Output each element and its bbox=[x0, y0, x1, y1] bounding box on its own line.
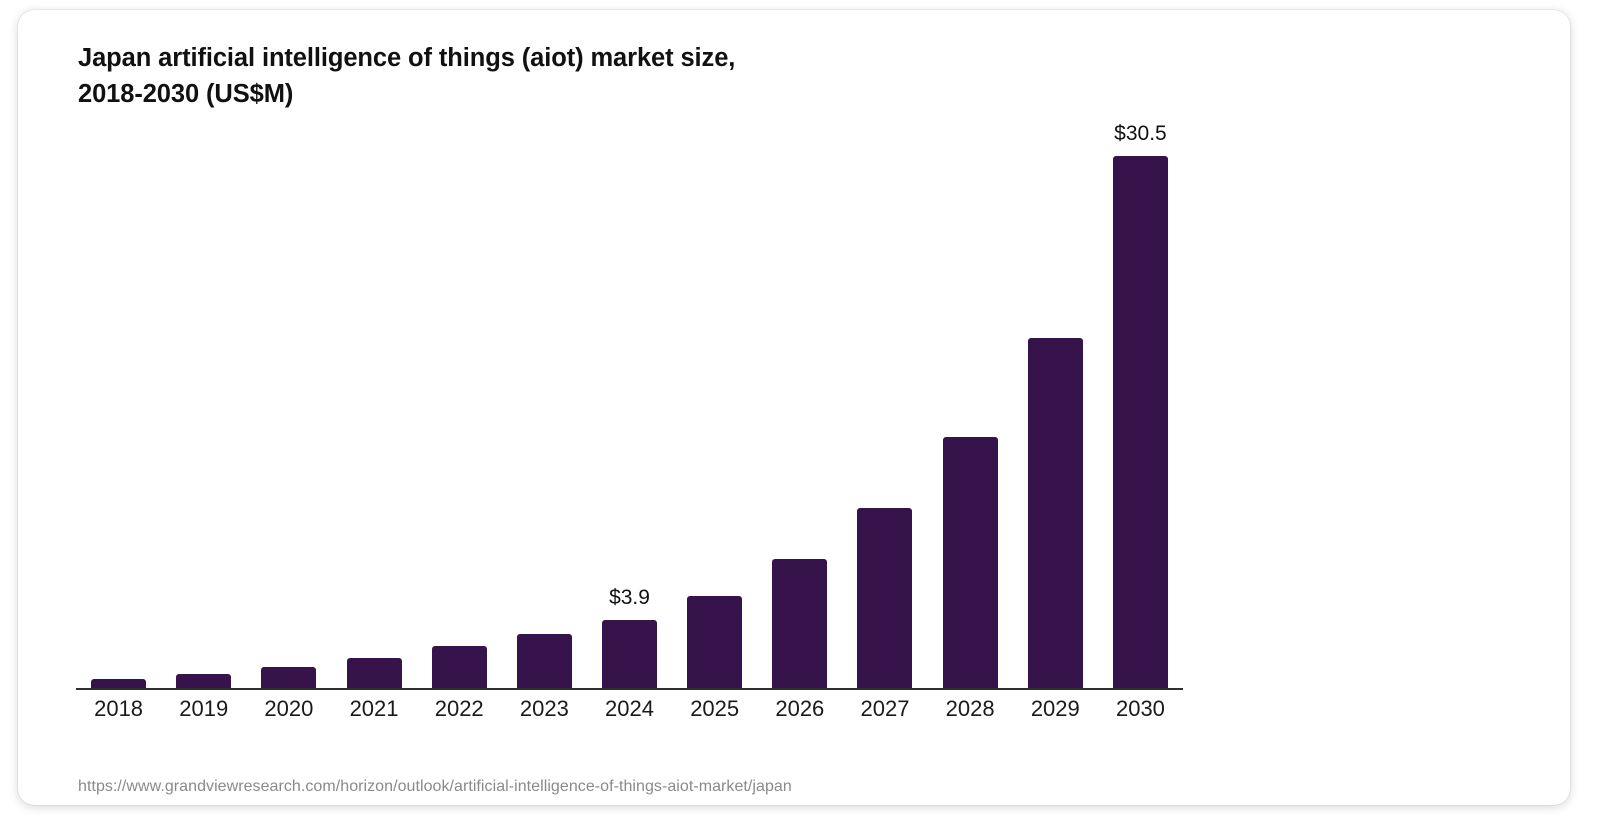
x-tick-label: 2025 bbox=[690, 696, 740, 721]
x-tick-label: 2029 bbox=[1030, 696, 1080, 721]
chart-title-line-1: Japan artificial intelligence of things … bbox=[78, 44, 736, 72]
x-tick-label: 2020 bbox=[264, 696, 314, 721]
x-tick-label: 2027 bbox=[860, 696, 910, 721]
bar-value-label: $3.9 bbox=[609, 586, 650, 609]
bar-value-label: $30.5 bbox=[1114, 122, 1167, 146]
x-tick-label: 2030 bbox=[1115, 696, 1165, 721]
x-tick-label: 2028 bbox=[945, 696, 995, 721]
bar-slot bbox=[842, 130, 927, 688]
bar[interactable] bbox=[1112, 156, 1168, 688]
bar[interactable] bbox=[602, 620, 658, 688]
x-tick-label: 2026 bbox=[775, 696, 825, 721]
bar-slot bbox=[672, 130, 757, 688]
bar-slot bbox=[331, 130, 416, 688]
x-tick-label: 2018 bbox=[94, 696, 144, 721]
bar-slot bbox=[1013, 130, 1098, 688]
page-title: Japan artificial intelligence of things … bbox=[78, 40, 1128, 112]
x-axis-tick-labels: 2018 2019 2020 2021 2022 2023 2024 2025 2026 2027… bbox=[76, 696, 1183, 722]
x-axis-line bbox=[76, 688, 1183, 690]
x-tick-label: 2019 bbox=[179, 696, 229, 721]
bar[interactable] bbox=[942, 436, 998, 688]
plot-area: $3.9 $30.5 bbox=[76, 122, 1216, 690]
bar-slot bbox=[246, 130, 331, 688]
bar[interactable] bbox=[687, 595, 743, 688]
x-tick-label: 2023 bbox=[519, 696, 569, 721]
chart-card: Japan artificial intelligence of things … bbox=[18, 10, 1570, 805]
x-tick-label: 2024 bbox=[605, 696, 654, 721]
bar[interactable] bbox=[261, 667, 317, 688]
bar[interactable] bbox=[346, 658, 402, 688]
source-url[interactable]: https://www.grandviewresearch.com/horizo… bbox=[78, 778, 792, 795]
bar-slot bbox=[757, 130, 842, 688]
bar[interactable] bbox=[516, 633, 572, 688]
bar[interactable] bbox=[91, 679, 147, 688]
bar-slot bbox=[161, 130, 246, 688]
bar-slot bbox=[502, 130, 587, 688]
bar-slot bbox=[417, 130, 502, 688]
bar-slot bbox=[928, 130, 1013, 688]
bar[interactable] bbox=[857, 508, 913, 688]
bar[interactable] bbox=[1027, 337, 1083, 688]
bar[interactable] bbox=[176, 674, 232, 688]
bar-slot: $30.5 bbox=[1098, 122, 1183, 688]
bar[interactable] bbox=[431, 646, 487, 688]
x-tick-label: 2021 bbox=[349, 696, 399, 721]
chart-title-line-2: 2018-2030 (US$M) bbox=[78, 80, 294, 109]
x-tick-label: 2022 bbox=[434, 696, 484, 721]
bar[interactable] bbox=[772, 558, 828, 688]
bar-slot: $3.9 bbox=[587, 130, 672, 688]
bar-slot bbox=[76, 130, 161, 688]
bar-series: $3.9 $30.5 bbox=[76, 122, 1183, 688]
